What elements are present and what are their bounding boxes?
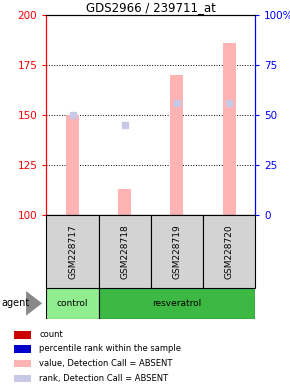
Title: GDS2966 / 239711_at: GDS2966 / 239711_at	[86, 1, 216, 14]
Text: count: count	[39, 330, 63, 339]
Bar	[14, 360, 31, 367]
Text: agent: agent	[1, 298, 30, 308]
Text: value, Detection Call = ABSENT: value, Detection Call = ABSENT	[39, 359, 173, 368]
Bar	[46, 215, 99, 288]
Bar	[203, 215, 255, 288]
Bar	[118, 189, 131, 215]
Bar	[66, 115, 79, 215]
Text: percentile rank within the sample: percentile rank within the sample	[39, 344, 181, 354]
Text: GSM228719: GSM228719	[172, 224, 182, 279]
Bar	[223, 43, 235, 215]
Text: GSM228717: GSM228717	[68, 224, 77, 279]
Bar	[14, 375, 31, 382]
Bar	[99, 288, 255, 319]
Bar	[14, 331, 31, 339]
Text: rank, Detection Call = ABSENT: rank, Detection Call = ABSENT	[39, 374, 168, 383]
Polygon shape	[26, 291, 42, 316]
Text: GSM228720: GSM228720	[224, 224, 234, 279]
Bar	[46, 288, 99, 319]
Bar	[14, 345, 31, 353]
Bar	[171, 75, 184, 215]
Bar	[151, 215, 203, 288]
Text: GSM228718: GSM228718	[120, 224, 129, 279]
Text: resveratrol: resveratrol	[152, 299, 202, 308]
Bar	[99, 215, 151, 288]
Text: control: control	[57, 299, 88, 308]
